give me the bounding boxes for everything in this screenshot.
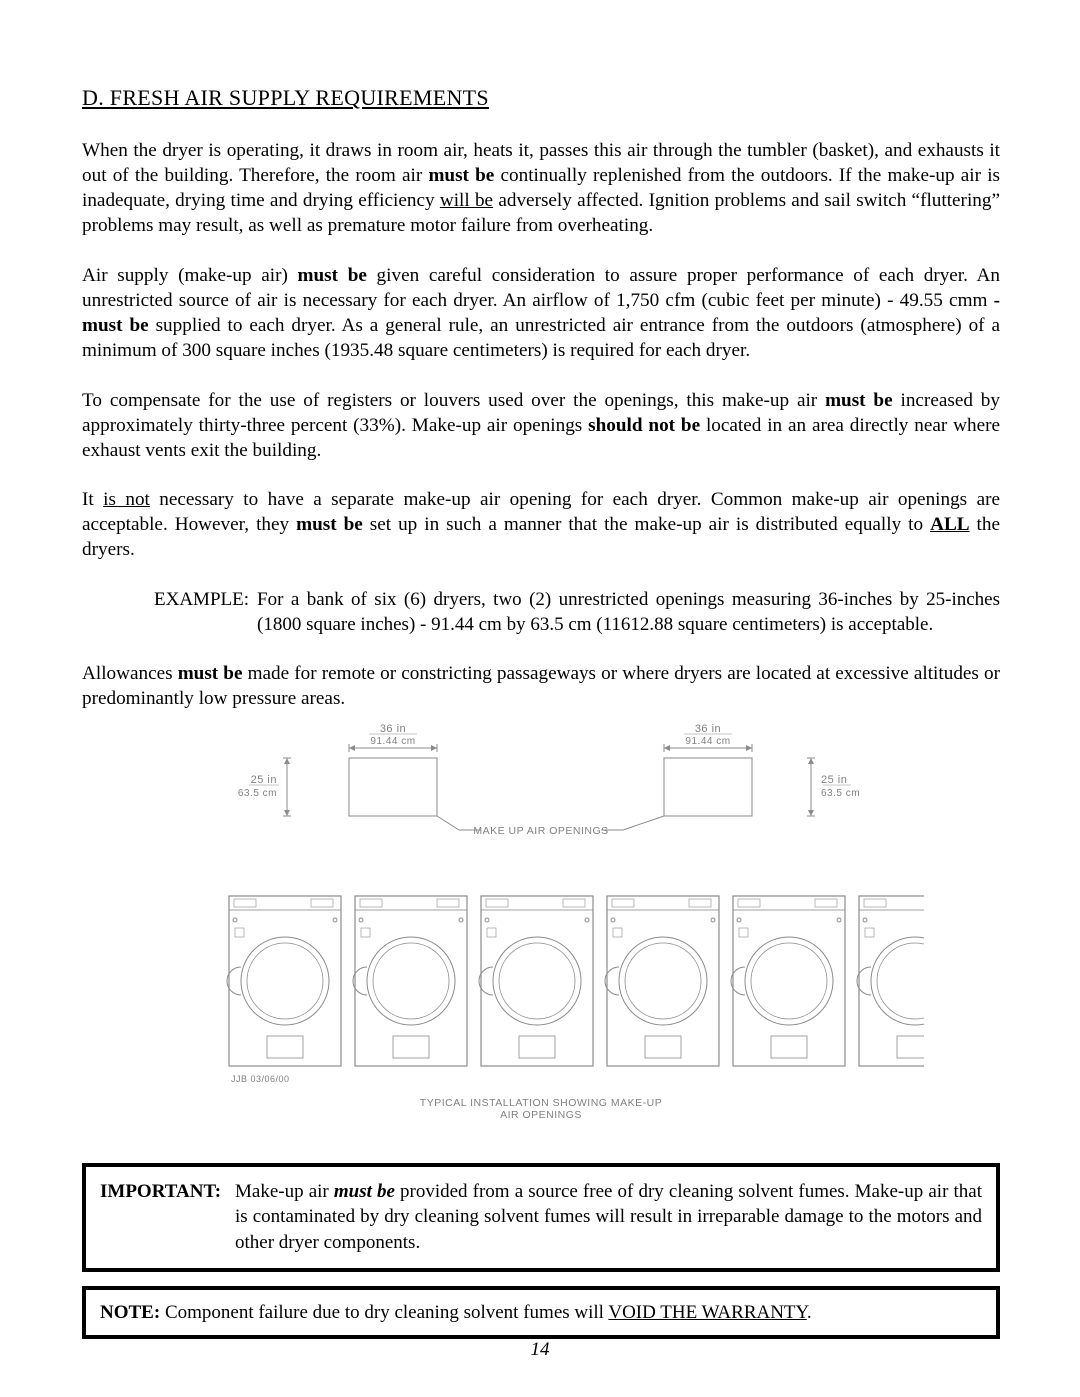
text: Allowances xyxy=(82,663,178,684)
bold: must be xyxy=(298,265,367,286)
paragraph-2: Air supply (make-up air) must be given c… xyxy=(82,264,1000,364)
bold: must be xyxy=(178,663,243,684)
paragraph-5: Allowances must be made for remote or co… xyxy=(82,662,1000,712)
bold: must be xyxy=(825,390,893,411)
page-number: 14 xyxy=(0,1339,1080,1361)
text: Component failure due to dry cleaning so… xyxy=(160,1302,608,1323)
svg-text:63.5 cm: 63.5 cm xyxy=(821,788,860,799)
note-box: NOTE: Component failure due to dry clean… xyxy=(82,1286,1000,1340)
example-body: For a bank of six (6) dryers, two (2) un… xyxy=(257,588,1000,637)
underline: is not xyxy=(103,489,150,510)
paragraph-3: To compensate for the use of registers o… xyxy=(82,389,1000,464)
svg-text:AIR OPENINGS: AIR OPENINGS xyxy=(500,1109,582,1121)
svg-text:63.5 cm: 63.5 cm xyxy=(237,788,276,799)
text: supplied to each dryer. As a general rul… xyxy=(82,315,1000,361)
text: To compensate for the use of registers o… xyxy=(82,390,825,411)
installation-diagram: 36 in91.44 cm36 in91.44 cm25 in63.5 cm25… xyxy=(82,724,1000,1139)
important-label: IMPORTANT: xyxy=(100,1179,235,1256)
bold: must be xyxy=(428,165,494,186)
svg-text:91.44 cm: 91.44 cm xyxy=(685,736,730,747)
svg-text:MAKE UP AIR OPENINGS: MAKE UP AIR OPENINGS xyxy=(473,825,608,837)
example-label: EXAMPLE: xyxy=(154,588,249,637)
paragraph-4: It is not necessary to have a separate m… xyxy=(82,488,1000,563)
underline: will be xyxy=(440,190,493,211)
svg-text:36 in: 36 in xyxy=(694,724,720,735)
example-block: EXAMPLE: For a bank of six (6) dryers, t… xyxy=(154,588,1000,637)
text: set up in such a manner that the make-up… xyxy=(363,514,930,535)
bold-underline: ALL xyxy=(930,514,969,535)
paragraph-1: When the dryer is operating, it draws in… xyxy=(82,139,1000,239)
underline: VOID THE WARRANTY xyxy=(608,1302,806,1323)
section-heading: D. FRESH AIR SUPPLY REQUIREMENTS xyxy=(82,85,1000,111)
svg-text:36 in: 36 in xyxy=(379,724,405,735)
svg-text:25 in: 25 in xyxy=(821,774,847,786)
text: It xyxy=(82,489,103,510)
note-label: NOTE: xyxy=(100,1302,160,1323)
bold: must be xyxy=(296,514,363,535)
important-box: IMPORTANT: Make-up air must be provided … xyxy=(82,1163,1000,1272)
text: Make-up air xyxy=(235,1181,334,1202)
svg-text:91.44 cm: 91.44 cm xyxy=(370,736,415,747)
important-body: Make-up air must be provided from a sour… xyxy=(235,1179,982,1256)
text: Air supply (make-up air) xyxy=(82,265,298,286)
bold-italic: must be xyxy=(334,1181,395,1202)
text: . xyxy=(807,1302,812,1323)
svg-text:25 in: 25 in xyxy=(250,774,276,786)
svg-text:JJB 03/06/00: JJB 03/06/00 xyxy=(231,1074,290,1084)
bold: should not be xyxy=(588,415,700,436)
svg-text:TYPICAL INSTALLATION SHOWING M: TYPICAL INSTALLATION SHOWING MAKE-UP xyxy=(419,1097,661,1109)
